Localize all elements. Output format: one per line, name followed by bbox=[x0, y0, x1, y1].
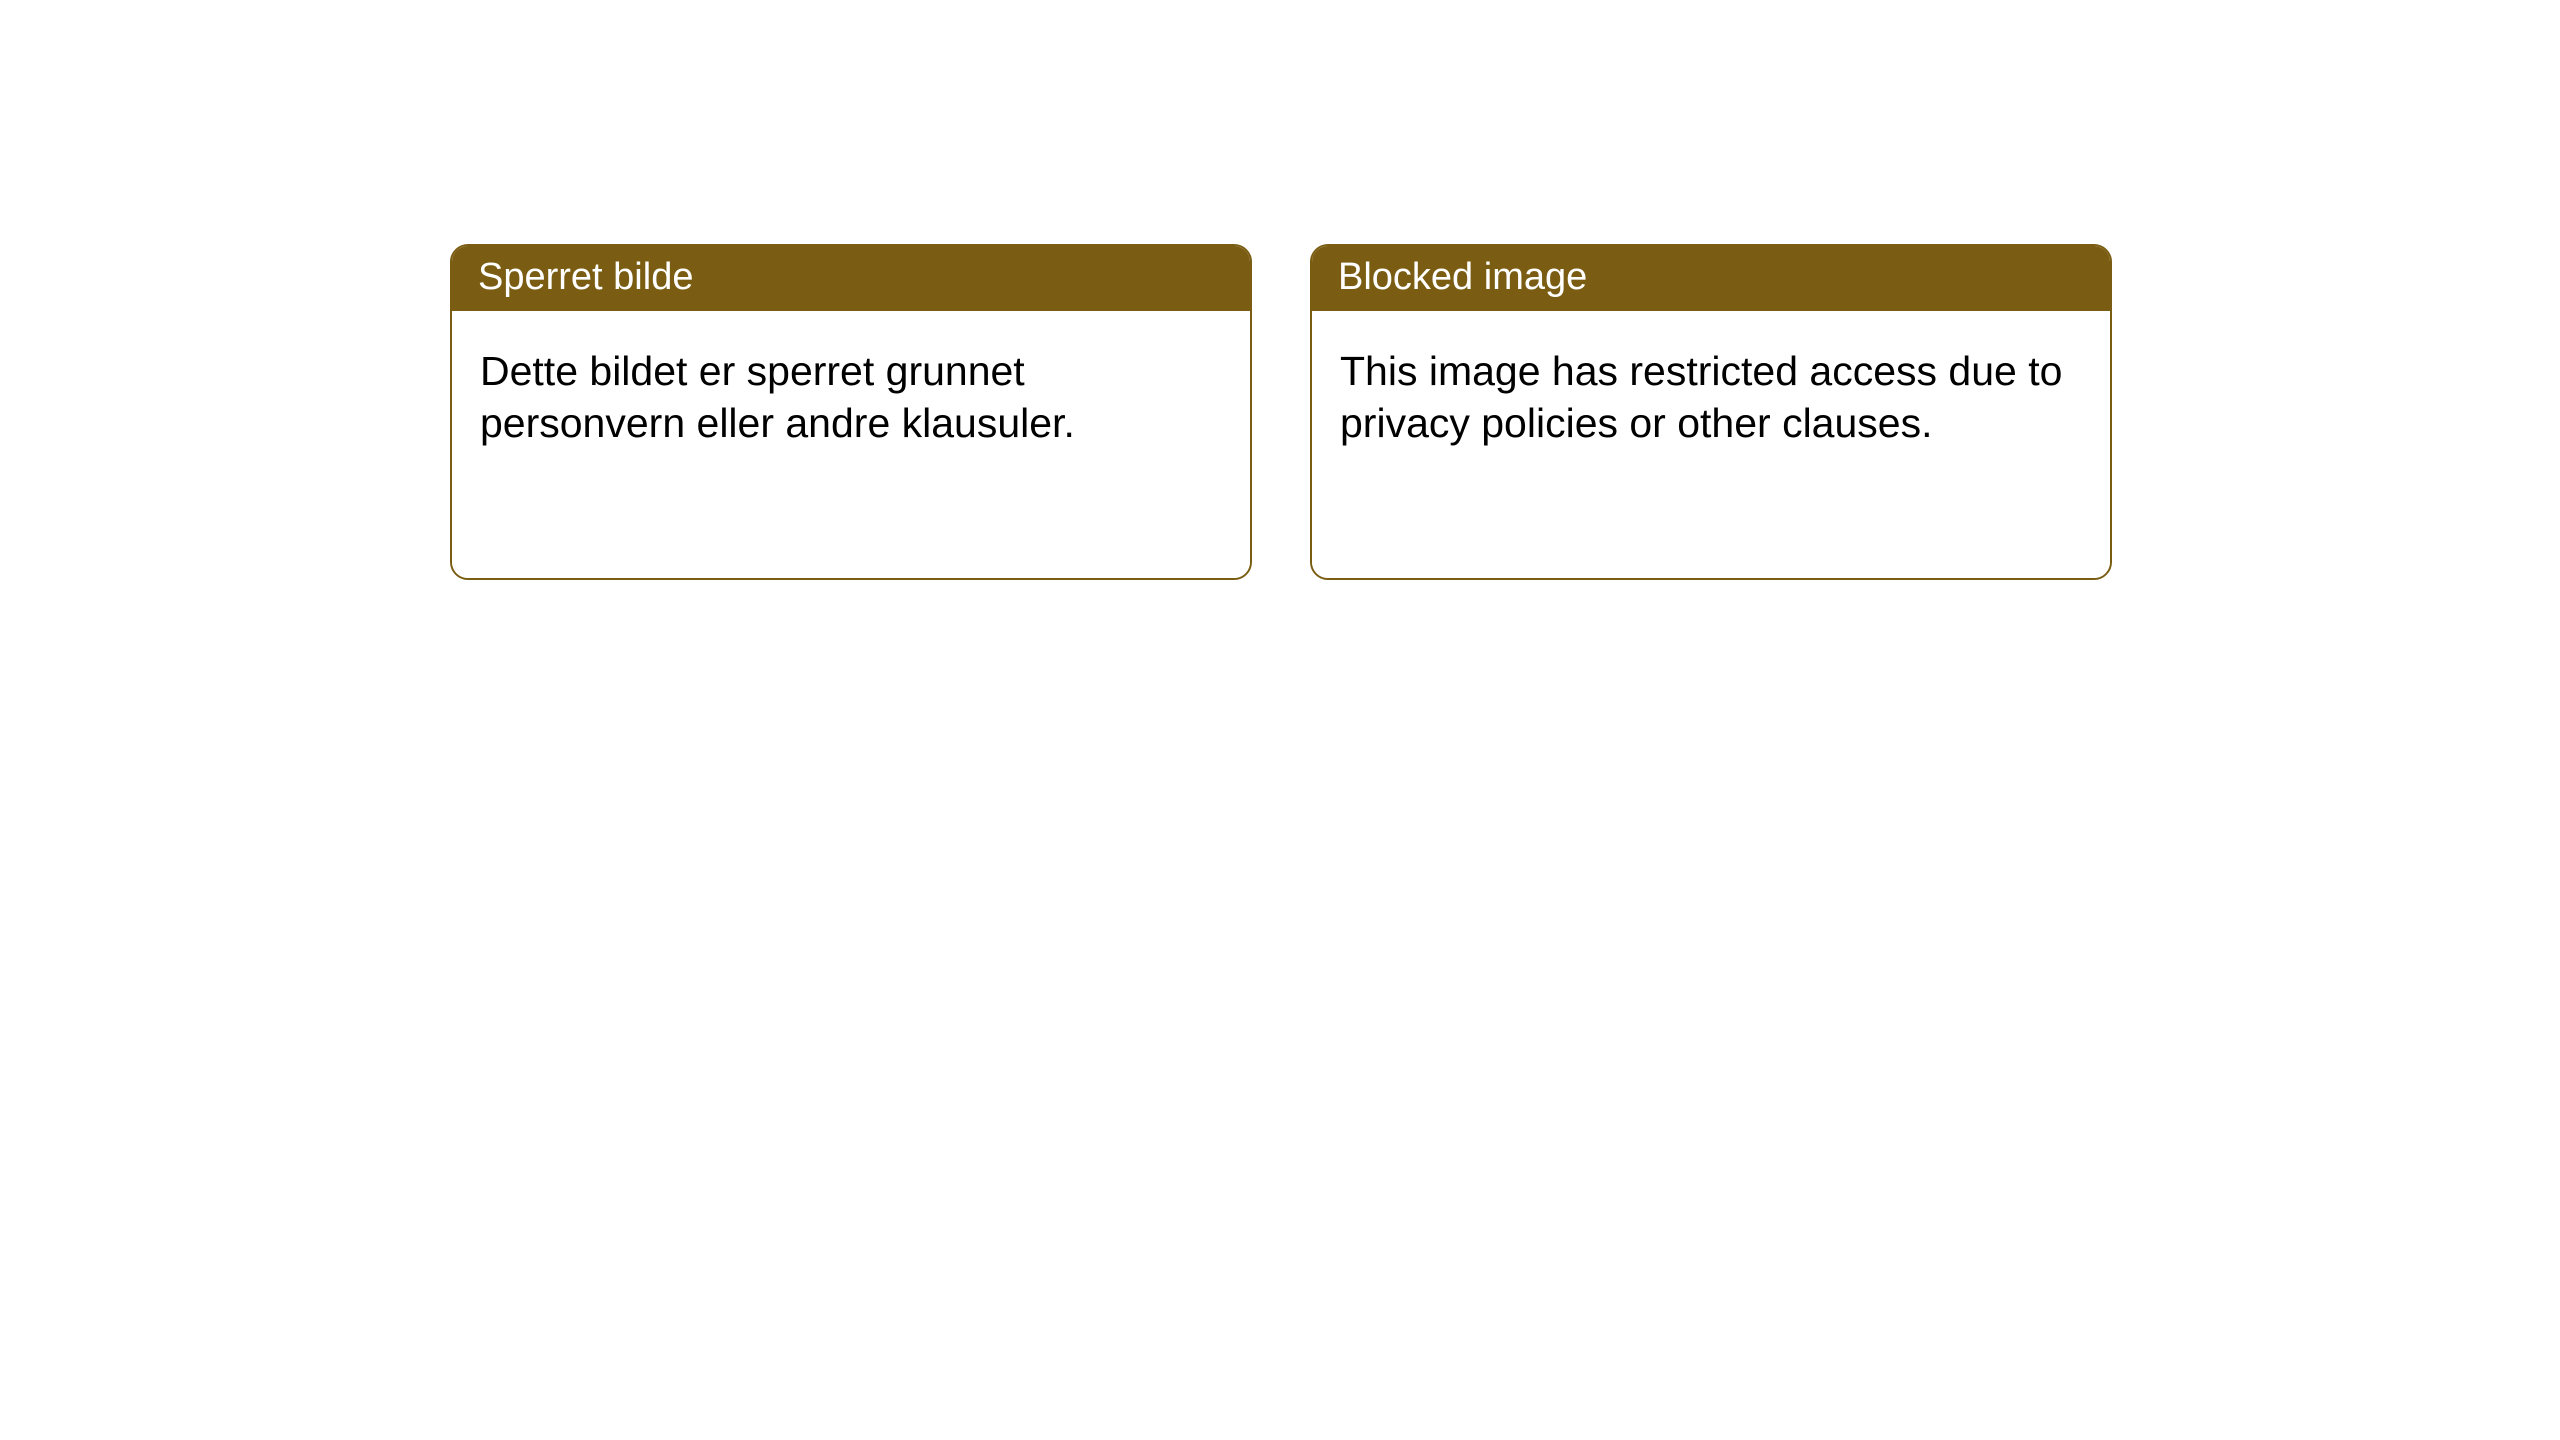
notice-header: Sperret bilde bbox=[452, 246, 1250, 311]
notice-body: This image has restricted access due to … bbox=[1312, 311, 2110, 578]
notice-container: Sperret bilde Dette bildet er sperret gr… bbox=[0, 0, 2560, 580]
notice-header: Blocked image bbox=[1312, 246, 2110, 311]
notice-body: Dette bildet er sperret grunnet personve… bbox=[452, 311, 1250, 578]
notice-card-english: Blocked image This image has restricted … bbox=[1310, 244, 2112, 580]
notice-card-norwegian: Sperret bilde Dette bildet er sperret gr… bbox=[450, 244, 1252, 580]
